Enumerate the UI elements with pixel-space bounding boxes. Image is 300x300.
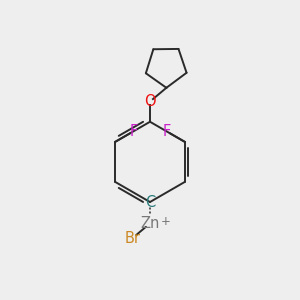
- Text: F: F: [163, 124, 171, 139]
- Text: Br: Br: [124, 231, 140, 246]
- Text: +: +: [161, 215, 171, 228]
- Text: O: O: [144, 94, 156, 109]
- Text: Zn: Zn: [140, 216, 160, 231]
- Text: F: F: [129, 124, 137, 139]
- Text: C: C: [145, 194, 155, 209]
